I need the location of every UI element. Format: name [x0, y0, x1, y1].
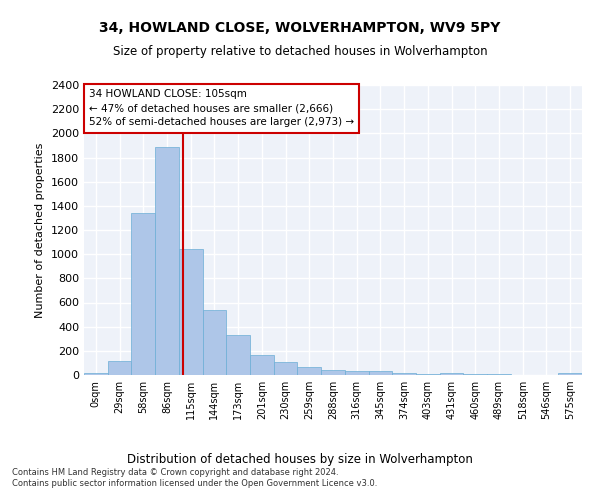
Y-axis label: Number of detached properties: Number of detached properties — [35, 142, 46, 318]
Bar — [131, 213, 155, 375]
Bar — [274, 362, 298, 375]
Bar — [179, 250, 203, 375]
Bar — [203, 310, 226, 375]
Bar — [440, 372, 463, 375]
Bar — [321, 370, 345, 375]
Bar — [487, 374, 511, 375]
Bar — [226, 334, 250, 375]
Bar — [155, 146, 179, 375]
Text: 34 HOWLAND CLOSE: 105sqm
← 47% of detached houses are smaller (2,666)
52% of sem: 34 HOWLAND CLOSE: 105sqm ← 47% of detach… — [89, 90, 354, 128]
Text: Size of property relative to detached houses in Wolverhampton: Size of property relative to detached ho… — [113, 44, 487, 58]
Bar — [392, 372, 416, 375]
Text: Distribution of detached houses by size in Wolverhampton: Distribution of detached houses by size … — [127, 452, 473, 466]
Bar — [84, 373, 108, 375]
Bar — [558, 373, 582, 375]
Bar — [368, 372, 392, 375]
Text: Contains HM Land Registry data © Crown copyright and database right 2024.
Contai: Contains HM Land Registry data © Crown c… — [12, 468, 377, 487]
Bar — [416, 374, 440, 375]
Bar — [345, 372, 368, 375]
Bar — [298, 367, 321, 375]
Bar — [463, 374, 487, 375]
Text: 34, HOWLAND CLOSE, WOLVERHAMPTON, WV9 5PY: 34, HOWLAND CLOSE, WOLVERHAMPTON, WV9 5P… — [100, 21, 500, 35]
Bar — [108, 360, 131, 375]
Bar — [250, 355, 274, 375]
